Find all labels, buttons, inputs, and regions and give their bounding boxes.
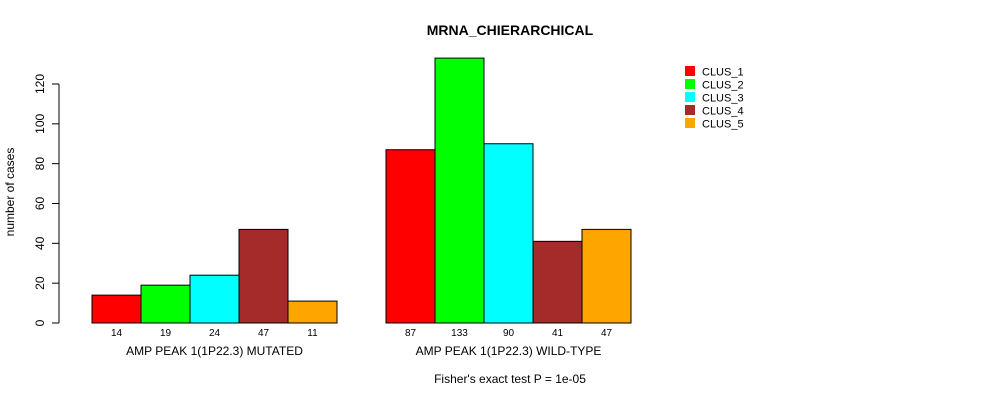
bar-clus_5 (581, 228, 632, 324)
bar-clus_3 (189, 274, 240, 324)
bar-clus_5 (287, 300, 338, 324)
legend-label: CLUS_3 (702, 93, 744, 105)
category-label: AMP PEAK 1(1P22.3) WILD-TYPE (416, 344, 602, 358)
bar-value-label: 47 (258, 328, 270, 339)
y-tick-label: 80 (33, 157, 47, 171)
y-tick-label: 20 (33, 276, 47, 290)
legend-swatch (685, 92, 695, 102)
legend-swatch (685, 105, 695, 115)
y-axis-label: number of cases (3, 148, 17, 237)
y-tick-label: 40 (33, 236, 47, 250)
legend-label: CLUS_4 (702, 106, 744, 118)
legend-swatch (685, 79, 695, 89)
bar-value-label: 19 (160, 328, 172, 339)
chart-title: MRNA_CHIERARCHICAL (427, 22, 594, 38)
footnote: Fisher's exact test P = 1e-05 (434, 372, 586, 386)
y-tick-label: 100 (33, 114, 47, 134)
y-tick-label: 60 (33, 197, 47, 211)
bar-value-label: 24 (209, 328, 221, 339)
bar-value-label: 90 (503, 328, 515, 339)
bar-clus_4 (238, 228, 289, 324)
legend-swatch (685, 118, 695, 128)
bar-clus_1 (91, 294, 142, 324)
category-label: AMP PEAK 1(1P22.3) MUTATED (126, 344, 303, 358)
bar-value-label: 14 (111, 328, 123, 339)
legend-label: CLUS_2 (702, 80, 744, 92)
bar-clus_3 (483, 143, 534, 324)
bar-value-label: 11 (307, 328, 318, 339)
bar-value-label: 133 (451, 328, 468, 339)
legend-label: CLUS_5 (702, 119, 744, 131)
bar-clus_2 (140, 284, 191, 324)
legend-swatch (685, 66, 695, 76)
bar-value-label: 87 (405, 328, 417, 339)
bar-clus_4 (532, 240, 583, 324)
bar-value-label: 47 (601, 328, 613, 339)
bar-clus_2 (434, 57, 485, 324)
y-tick-label: 120 (33, 74, 47, 94)
bar-value-label: 41 (552, 328, 564, 339)
legend-label: CLUS_1 (702, 67, 744, 79)
y-tick-label: 0 (33, 319, 47, 326)
bar-clus_1 (385, 149, 436, 324)
